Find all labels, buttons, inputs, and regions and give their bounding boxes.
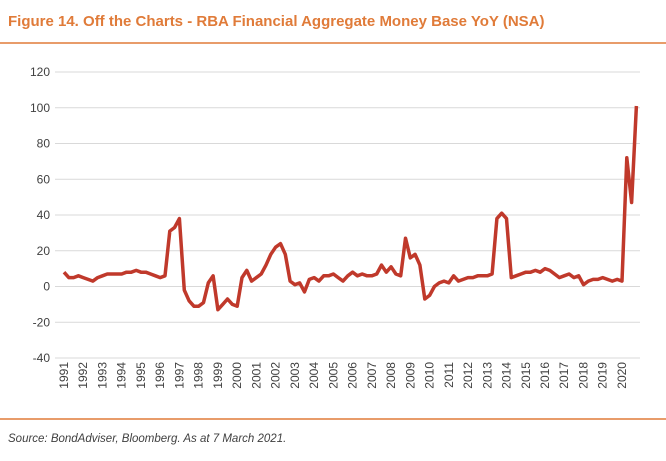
x-tick-label: 2001	[249, 362, 263, 389]
x-tick-label: 1997	[172, 362, 186, 389]
y-tick-label: 40	[37, 208, 51, 222]
data-line	[62, 105, 639, 312]
x-tick-label: 2016	[538, 362, 552, 389]
y-tick-label: 100	[30, 101, 50, 115]
y-tick-label: 0	[43, 280, 50, 294]
y-tick-label: -40	[33, 351, 51, 365]
y-tick-label: -20	[33, 315, 51, 329]
x-tick-label: 2020	[615, 362, 629, 389]
chart-title: Figure 14. Off the Charts - RBA Financia…	[8, 13, 544, 30]
x-tick-label: 2018	[576, 362, 590, 389]
x-tick-label: 2005	[326, 362, 340, 389]
x-tick-label: 2017	[557, 362, 571, 389]
x-tick-label: 2003	[288, 362, 302, 389]
y-tick-label: 120	[30, 65, 50, 79]
x-tick-label: 2013	[480, 362, 494, 389]
x-tick-label: 1996	[153, 362, 167, 389]
x-tick-label: 2009	[403, 362, 417, 389]
x-tick-label: 2010	[423, 362, 437, 389]
x-tick-label: 2007	[365, 362, 379, 389]
x-tick-label: 2008	[384, 362, 398, 389]
y-tick-label: 80	[37, 137, 51, 151]
source-note: Source: BondAdviser, Bloomberg. As at 7 …	[8, 433, 286, 445]
x-tick-label: 2011	[442, 362, 456, 388]
x-tick-label: 2006	[346, 362, 360, 389]
x-tick-label: 1991	[57, 362, 71, 389]
x-tick-label: 2015	[519, 362, 533, 389]
x-tick-label: 2004	[307, 362, 321, 389]
x-tick-label: 1993	[95, 362, 109, 389]
x-tick-label: 1998	[192, 362, 206, 389]
x-tick-label: 1992	[76, 362, 90, 389]
x-tick-label: 1994	[115, 362, 129, 389]
x-tick-label: 2019	[596, 362, 610, 389]
y-tick-label: 20	[37, 244, 51, 258]
x-tick-label: 2012	[461, 362, 475, 389]
x-tick-label: 1995	[134, 362, 148, 389]
x-tick-label: 2000	[230, 362, 244, 389]
x-tick-label: 2014	[500, 362, 514, 389]
x-tick-label: 1999	[211, 362, 225, 389]
x-tick-label: 2002	[269, 362, 283, 389]
y-tick-label: 60	[37, 172, 51, 186]
